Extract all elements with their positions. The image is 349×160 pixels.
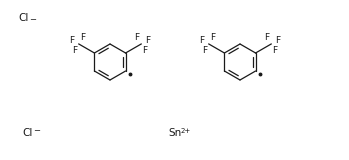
Text: Sn: Sn xyxy=(168,128,181,138)
Text: Cl: Cl xyxy=(22,128,32,138)
Text: F: F xyxy=(69,36,74,44)
Text: Cl: Cl xyxy=(18,13,28,23)
Text: F: F xyxy=(202,46,207,55)
Text: F: F xyxy=(265,33,270,42)
Text: F: F xyxy=(146,36,151,44)
Text: F: F xyxy=(135,33,140,42)
Text: −: − xyxy=(33,127,40,136)
Text: F: F xyxy=(143,46,148,55)
Text: −: − xyxy=(29,16,36,24)
Text: F: F xyxy=(210,33,215,42)
Text: F: F xyxy=(276,36,281,44)
Text: F: F xyxy=(199,36,205,44)
Text: F: F xyxy=(273,46,278,55)
Text: 2+: 2+ xyxy=(181,128,191,134)
Text: F: F xyxy=(72,46,77,55)
Text: F: F xyxy=(80,33,86,42)
